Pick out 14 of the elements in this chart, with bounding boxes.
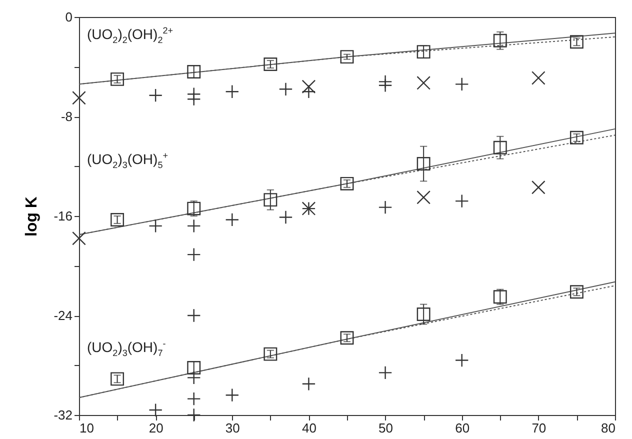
x-tick-label: 20 xyxy=(148,420,164,436)
x-tick-label: 10 xyxy=(80,420,94,436)
y-tick-label: -32 xyxy=(54,408,72,422)
x-tick-label: 30 xyxy=(225,420,240,436)
y-tick-label: -8 xyxy=(60,109,72,124)
x-tick-label: 60 xyxy=(455,420,470,436)
y-tick-label: -16 xyxy=(54,208,72,224)
y-axis-title: log K xyxy=(24,196,41,236)
y-tick-label: -24 xyxy=(54,308,72,323)
x-tick-label: 40 xyxy=(302,420,316,436)
x-tick-label: 70 xyxy=(532,420,546,436)
x-tick-label: 80 xyxy=(601,420,616,436)
y-tick-label: 0 xyxy=(65,10,72,24)
x-tick-label: 50 xyxy=(378,420,394,436)
